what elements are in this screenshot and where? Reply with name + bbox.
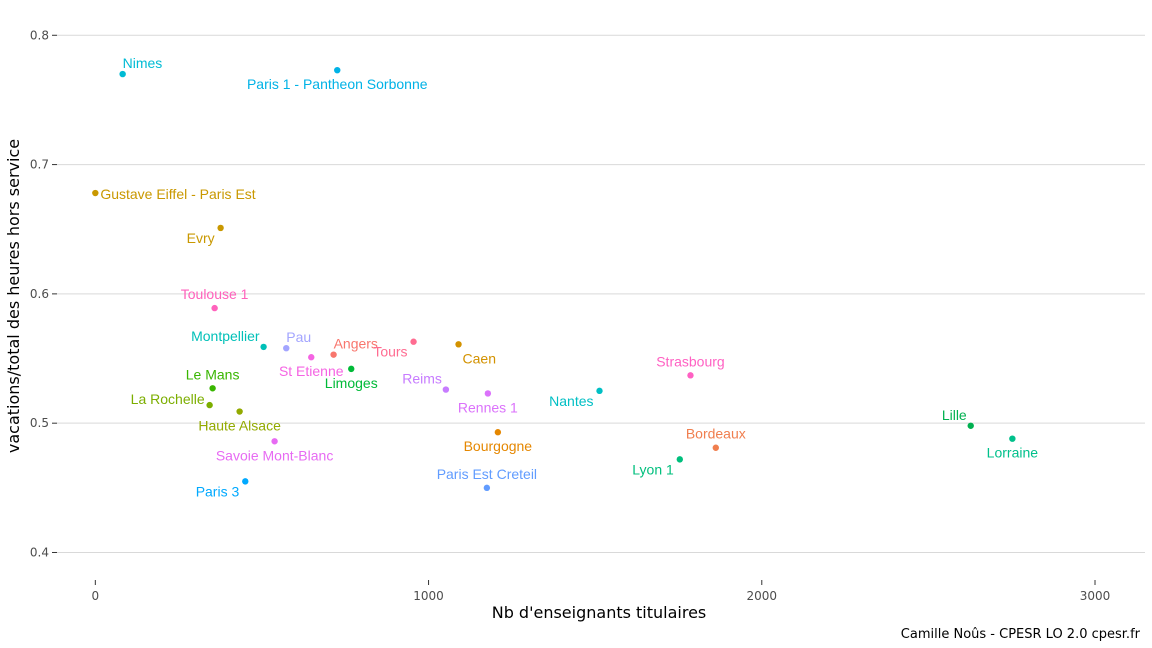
point-labels: Nimes Paris 1 - Pantheon Sorbonne Gustave … — [100, 55, 1038, 499]
data-point — [283, 344, 290, 352]
data-point — [271, 438, 278, 445]
point-label: Reims — [402, 371, 442, 387]
y-tick-label: 0.8 — [30, 28, 49, 42]
data-point — [209, 385, 216, 392]
data-point — [596, 387, 603, 395]
chart-caption: Camille Noûs - CPESR LO 2.0 cpesr.fr — [901, 627, 1141, 642]
data-point — [410, 338, 417, 345]
point-label: Paris 1 - Pantheon Sorbonne — [247, 76, 428, 92]
data-point — [334, 66, 341, 74]
y-tick-label: 0.4 — [30, 545, 49, 559]
point-label: Haute Alsace — [198, 418, 281, 434]
data-point — [484, 390, 492, 397]
data-point — [242, 478, 249, 485]
point-label: Bourgogne — [464, 438, 533, 454]
point-label: La Rochelle — [131, 391, 205, 407]
point-label: Nimes — [123, 55, 163, 71]
data-point — [1009, 435, 1016, 442]
point-label: Bordeaux — [686, 426, 746, 442]
point-label: Savoie Mont-Blanc — [216, 447, 334, 463]
y-axis-title: vacations/total des heures hors service — [4, 139, 23, 453]
point-label: Caen — [463, 350, 496, 366]
point-label: Rennes 1 — [458, 399, 518, 415]
data-points — [92, 66, 1016, 492]
y-axis-ticks: 0.4 0.5 0.6 0.7 0.8 — [30, 28, 57, 559]
data-point — [308, 354, 315, 361]
x-tick-label: 0 — [92, 589, 100, 603]
x-tick-label: 2000 — [747, 589, 778, 603]
y-tick-label: 0.5 — [30, 416, 49, 430]
point-label: Strasbourg — [656, 353, 724, 369]
data-point — [217, 224, 224, 232]
point-label: Tours — [373, 344, 407, 360]
point-label: Angers — [334, 336, 378, 352]
data-point — [211, 304, 218, 312]
data-point — [967, 422, 974, 429]
x-axis-ticks: 0 1000 2000 3000 — [92, 580, 1111, 603]
point-label: Lille — [942, 407, 967, 423]
gridlines — [57, 34, 1145, 553]
data-point — [712, 444, 719, 451]
point-label: Gustave Eiffel - Paris Est — [100, 186, 255, 202]
data-point — [92, 189, 99, 197]
data-point — [494, 429, 502, 436]
data-point — [236, 408, 243, 415]
data-point — [206, 401, 213, 409]
data-point — [483, 484, 491, 492]
data-point — [260, 343, 267, 351]
point-label: Toulouse 1 — [181, 286, 249, 302]
point-label: Montpellier — [191, 328, 260, 344]
point-label: Evry — [187, 230, 215, 246]
y-tick-label: 0.6 — [30, 287, 49, 301]
data-point — [687, 372, 694, 379]
point-label: Le Mans — [186, 366, 240, 382]
x-tick-label: 3000 — [1080, 589, 1111, 603]
data-point — [348, 365, 355, 373]
x-tick-label: 1000 — [413, 589, 444, 603]
point-label: Limoges — [325, 375, 378, 391]
data-point — [442, 386, 450, 393]
point-label: Paris 3 — [196, 483, 240, 499]
point-label: Pau — [286, 329, 311, 345]
y-tick-label: 0.7 — [30, 158, 49, 172]
x-axis-title: Nb d'enseignants titulaires — [492, 603, 707, 622]
point-label: Lyon 1 — [632, 461, 674, 477]
data-point — [330, 351, 337, 358]
point-label: St Etienne — [279, 363, 344, 379]
data-point — [119, 70, 126, 78]
data-point — [676, 456, 684, 463]
point-label: Nantes — [549, 393, 593, 409]
point-label: Paris Est Creteil — [437, 466, 537, 482]
point-label: Lorraine — [987, 445, 1039, 461]
data-point — [455, 341, 462, 348]
